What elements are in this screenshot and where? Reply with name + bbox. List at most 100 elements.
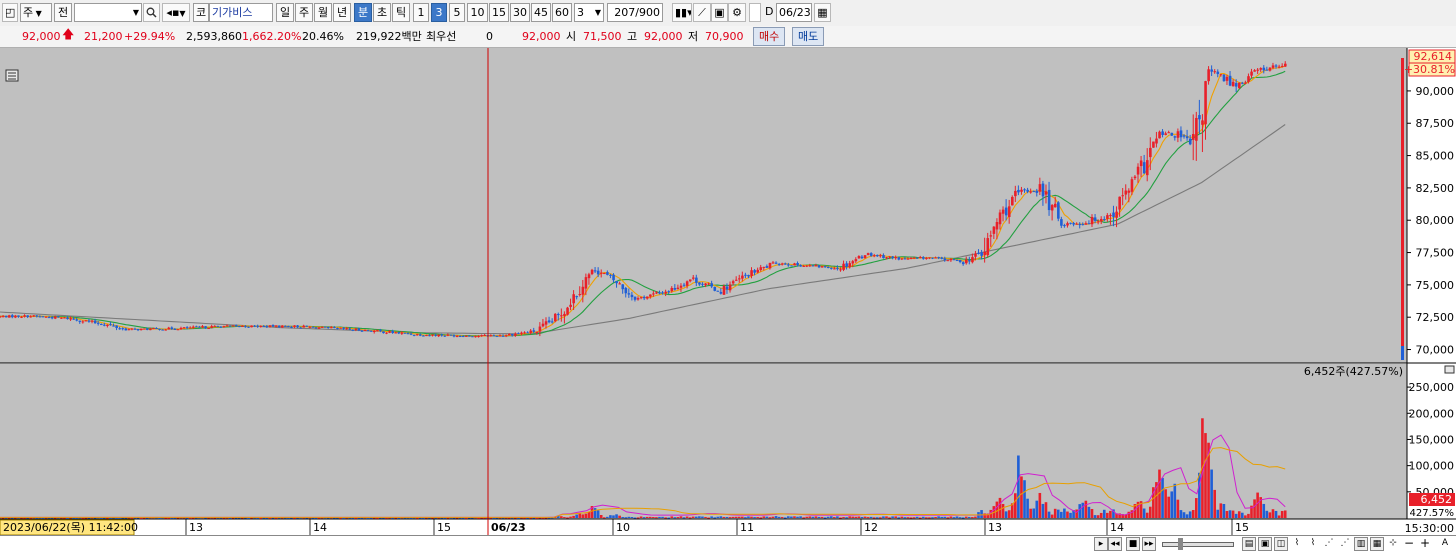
buy-button[interactable]: 매수 — [753, 27, 786, 46]
auto-scale-icon[interactable]: A — [1441, 538, 1449, 548]
sell-button[interactable]: 매도 — [792, 27, 825, 46]
interval-5-button[interactable]: 5 — [449, 3, 465, 22]
period-year-button[interactable]: 년 — [333, 3, 351, 22]
period-tick-button[interactable]: 틱 — [392, 3, 410, 22]
candle-body — [1195, 117, 1198, 141]
volume-bar — [63, 517, 66, 519]
candle-body — [1115, 211, 1118, 218]
candle-body — [974, 253, 977, 257]
trend-icon[interactable]: ⋰ — [1324, 538, 1334, 548]
gear-icon[interactable]: ⚙ — [728, 3, 746, 22]
volume-bar — [20, 517, 23, 519]
interval-custom-select[interactable]: 3 ▼ — [574, 3, 604, 22]
interval-3-button[interactable]: 3 — [431, 3, 447, 22]
candle-body — [139, 328, 143, 331]
candle-body — [784, 263, 787, 265]
time-tick-label: 11 — [740, 521, 754, 534]
market-selector[interactable]: 주 ▼ — [20, 3, 52, 22]
candle-body — [627, 293, 631, 295]
search-icon[interactable] — [143, 3, 160, 22]
line-type-icon-2[interactable]: ⌇ — [1310, 538, 1316, 548]
prev-button[interactable]: 전 — [54, 3, 72, 22]
scroll-right-icon[interactable]: ▸ — [1094, 537, 1108, 551]
candle-body — [1222, 74, 1226, 82]
date-check-label: D — [765, 5, 774, 18]
chart-area[interactable]: 90,000 87,500 85,000 82,500 80,000 77,500 75,0… — [0, 48, 1456, 552]
candle-body — [425, 335, 428, 337]
date-checkbox[interactable] — [749, 3, 761, 22]
chart-window-icon[interactable]: ◰ — [2, 3, 18, 22]
interval-1-button[interactable]: 1 — [413, 3, 429, 22]
save-icon[interactable]: ▣ — [711, 3, 728, 22]
time-tick-label: 13 — [988, 521, 1002, 534]
copy-view-icon[interactable]: ▣ — [1258, 537, 1272, 551]
candle-body — [529, 330, 533, 333]
candle-body — [759, 267, 763, 271]
volume-bar — [455, 517, 459, 519]
volume-bar — [173, 517, 177, 519]
period-second-button[interactable]: 초 — [373, 3, 391, 22]
volume-bar — [1237, 511, 1241, 518]
candle-body — [66, 317, 69, 320]
volume-bar — [793, 516, 796, 518]
draw-tool-icon[interactable]: ⟋ — [693, 3, 711, 22]
line-type-icon-1[interactable]: ⌇ — [1294, 538, 1300, 548]
period-day-button[interactable]: 일 — [276, 3, 294, 22]
volume-bar — [860, 517, 864, 519]
zoom-in-icon[interactable]: + — [1419, 536, 1431, 550]
volume-bar — [925, 517, 928, 519]
volume-bar — [731, 516, 735, 518]
zoom-out-icon[interactable]: − — [1403, 536, 1415, 550]
crosshair-icon[interactable]: ⊹ — [1389, 538, 1397, 548]
volume-bar — [615, 514, 618, 518]
period-month-button[interactable]: 월 — [314, 3, 332, 22]
stop-icon[interactable]: ■ — [1126, 537, 1140, 551]
interval-60-button[interactable]: 60 — [552, 3, 572, 22]
stock-chart[interactable]: 90,000 87,500 85,000 82,500 80,000 77,500 75,0… — [0, 48, 1456, 552]
fast-forward-icon[interactable]: ▸▸ — [1142, 537, 1156, 551]
interval-45-button[interactable]: 45 — [531, 3, 551, 22]
interval-30-button[interactable]: 30 — [510, 3, 530, 22]
volume-bar — [121, 517, 124, 519]
volume-bar — [771, 516, 775, 518]
speaker-icon[interactable]: ◂▪▼ — [162, 3, 190, 22]
volume-panel-close-icon[interactable] — [1444, 365, 1455, 374]
zoom-slider[interactable] — [1162, 542, 1234, 547]
candle-body — [1017, 189, 1020, 193]
interval-10-button[interactable]: 10 — [467, 3, 488, 22]
candle-settings-icon[interactable]: ▮▮▾ — [672, 3, 692, 22]
candle-body — [1155, 138, 1158, 144]
volume-bar — [41, 517, 45, 519]
export-icon[interactable]: ◫ — [1274, 537, 1288, 551]
trend-icon-2[interactable]: ⋰ — [1340, 538, 1350, 548]
split-view-icon[interactable]: ▤ — [1242, 537, 1256, 551]
candle-body — [710, 283, 714, 287]
candle-body — [1213, 71, 1217, 73]
date-input[interactable]: 06/23 — [776, 3, 812, 22]
period-minute-button[interactable]: 분 — [354, 3, 372, 22]
candle-body — [995, 222, 999, 230]
price-panel-bg — [0, 48, 1407, 363]
volume-bar — [360, 517, 364, 519]
data-count-input[interactable]: 207/900 — [607, 3, 663, 22]
candle-body — [1096, 221, 1100, 223]
candle-body — [437, 334, 441, 337]
volume-bar — [1041, 503, 1045, 518]
grid-icon[interactable]: ▥ — [1354, 537, 1368, 551]
volume-bar — [1280, 510, 1284, 518]
volume-bar — [685, 516, 689, 518]
stock-code-input[interactable]: ▼ — [74, 3, 142, 22]
price-tick-label: 70,000 — [1416, 344, 1455, 357]
volume-bar — [351, 517, 355, 519]
period-week-button[interactable]: 주 — [295, 3, 313, 22]
rewind-icon[interactable]: ◂◂ — [1108, 537, 1122, 551]
candle-body — [1078, 223, 1082, 226]
candle-body — [366, 330, 370, 332]
candle-body — [75, 319, 79, 321]
candle-body — [69, 318, 72, 320]
volume-bar — [928, 517, 931, 519]
layout-icon[interactable]: ▦ — [1370, 537, 1384, 551]
zoom-slider-handle[interactable] — [1178, 538, 1183, 550]
interval-15-button[interactable]: 15 — [489, 3, 509, 22]
calendar-icon[interactable]: ▦ — [814, 3, 831, 22]
